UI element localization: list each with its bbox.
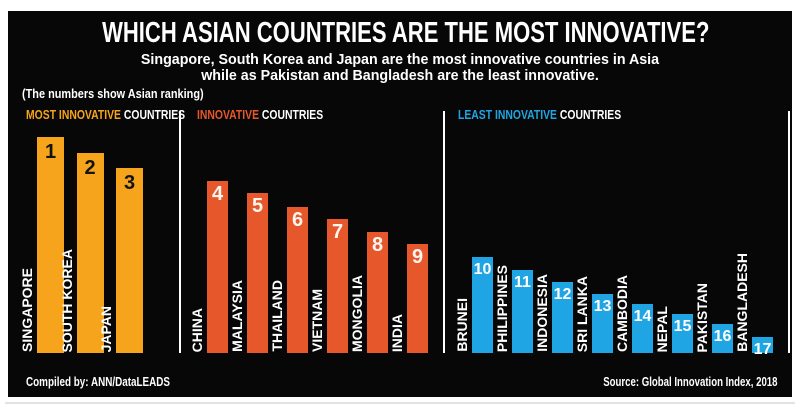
bottom-shadow-line [5,402,795,404]
section-header: MOST INNOVATIVE COUNTRIES [26,108,185,122]
section-divider [788,111,790,353]
bar-country-label: BANGLADESH [734,253,750,352]
bar-rank-number: 15 [673,318,692,335]
source-credit: Source: Global Innovation Index, 2018 [602,374,777,389]
bar-country-label: SINGAPORE [19,267,35,352]
subtitle-line-1: Singapore, South Korea and Japan are the… [140,51,660,68]
bar-rank-number: 12 [553,286,572,303]
bar: 16 [712,324,733,353]
bar: 11 [512,270,533,353]
bar-country-label: INDONESIA [534,274,550,352]
bar: 14 [632,304,653,353]
bar-rank-number: 10 [473,261,492,278]
ranking-note: (The numbers show Asian ranking) [22,86,204,101]
bar-country-label: BRUNEI [454,298,470,352]
bar: 8 [367,232,388,353]
section-header: INNOVATIVE COUNTRIES [197,108,323,122]
section-header-suffix: COUNTRIES [123,107,186,122]
bar: 9 [407,244,428,353]
section-header-category: MOST INNOVATIVE [26,107,124,122]
bar-rank-number: 4 [211,183,224,205]
section-header-suffix: COUNTRIES [559,107,622,122]
bar-country-label: INDIA [389,313,405,352]
bar-country-label: MALAYSIA [229,280,245,352]
section-header-category: INNOVATIVE [197,107,262,122]
bar-country-label: NEPAL [654,305,670,352]
bar-rank-number: 9 [411,246,424,268]
bar: 12 [552,282,573,353]
bar-rank-number: 11 [514,274,531,291]
bar-rank-number: 16 [713,328,732,345]
bar: 13 [592,294,613,353]
bar: 5 [247,193,268,353]
bar: 4 [207,181,228,353]
bar-country-label: PAKISTAN [694,282,710,352]
bar-country-label: MONGOLIA [349,275,365,352]
section-divider [179,111,181,353]
bar: 15 [672,314,693,353]
section-header-category: LEAST INNOVATIVE [458,107,560,122]
bar-country-label: CHINA [189,307,205,352]
bar-country-label: JAPAN [98,305,114,352]
bar-rank-number: 7 [331,221,344,243]
bar-rank-number: 14 [633,308,652,325]
bar: 17 [752,337,773,358]
bar-rank-number: 17 [753,341,772,358]
section-header: LEAST INNOVATIVE COUNTRIES [458,108,621,122]
bar-country-label: PHILIPPINES [494,264,510,352]
bar-country-label: SRI LANKA [574,275,590,352]
section-divider [443,111,445,353]
bar-rank-number: 5 [251,195,264,217]
bar-rank-number: 8 [371,234,384,256]
section-header-suffix: COUNTRIES [261,107,324,122]
bar: 2 [76,153,104,353]
bar-rank-number: 6 [291,209,304,231]
bar-country-label: SOUTH KOREA [58,248,75,352]
bar-rank-number: 3 [123,172,136,194]
bar-country-label: CAMBODIA [614,275,630,352]
bar: 7 [327,219,348,353]
bar-country-label: VIETNAM [309,289,325,352]
bar: 1 [37,137,64,353]
bar: 6 [287,207,308,353]
bar-rank-number: 2 [84,157,96,179]
bar-rank-number: 13 [593,298,612,315]
bar-rank-number: 1 [44,141,57,163]
bar: 10 [472,257,493,353]
bar: 3 [116,168,143,353]
bar-country-label: THAILAND [269,280,285,352]
subtitle-line-2: while as Pakistan and Bangladesh are the… [201,67,599,84]
page-title: WHICH ASIAN COUNTRIES ARE THE MOST INNOV… [102,17,710,49]
compiled-by-credit: Compiled by: ANN/DataLEADS [26,374,171,389]
